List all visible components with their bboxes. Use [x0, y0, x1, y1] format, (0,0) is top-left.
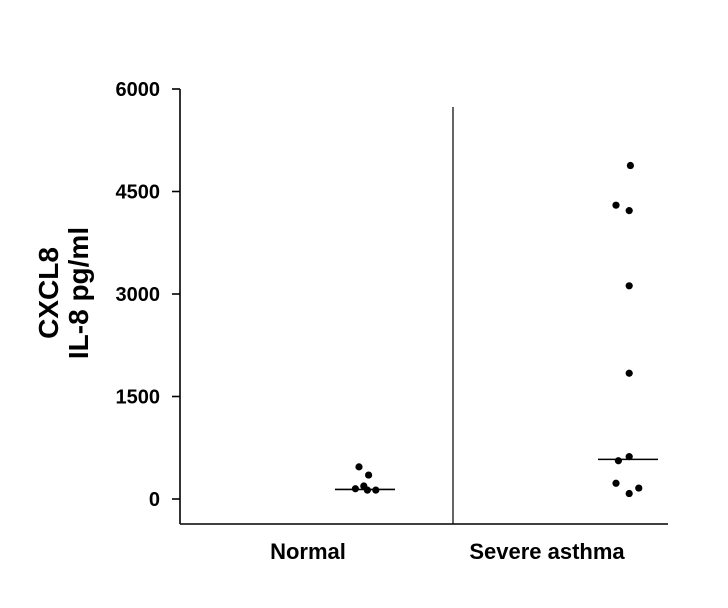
data-point — [351, 485, 359, 493]
data-point — [625, 282, 633, 290]
x-category-label: Severe asthma — [469, 539, 625, 564]
data-point — [363, 486, 371, 494]
y-tick-label: 0 — [149, 489, 160, 511]
data-point — [365, 471, 373, 479]
data-point — [612, 479, 620, 487]
y-axis-title: CXCL8 IL-8 pg/ml — [33, 227, 94, 359]
y-ticks: 0 1500 3000 4500 6000 — [116, 79, 180, 511]
y-axis-title-line-1: CXCL8 — [33, 247, 64, 339]
x-category-labels: Normal Severe asthma — [270, 539, 625, 564]
data-point — [372, 486, 380, 494]
y-tick-label: 4500 — [116, 182, 161, 204]
data-point — [612, 201, 620, 209]
data-point — [625, 453, 633, 461]
data-point — [625, 369, 633, 377]
y-tick-label: 1500 — [116, 387, 161, 409]
data-point — [626, 161, 635, 170]
y-tick-label: 6000 — [116, 79, 161, 101]
data-point — [635, 484, 643, 492]
median-lines — [335, 458, 658, 491]
data-points — [351, 161, 643, 498]
y-axis-title-line-2: IL-8 pg/ml — [63, 227, 94, 359]
data-point — [625, 489, 633, 498]
x-category-label: Normal — [270, 539, 346, 564]
data-point — [355, 463, 363, 471]
y-tick-label: 3000 — [116, 284, 161, 306]
data-point — [614, 457, 623, 465]
data-point — [625, 207, 633, 215]
